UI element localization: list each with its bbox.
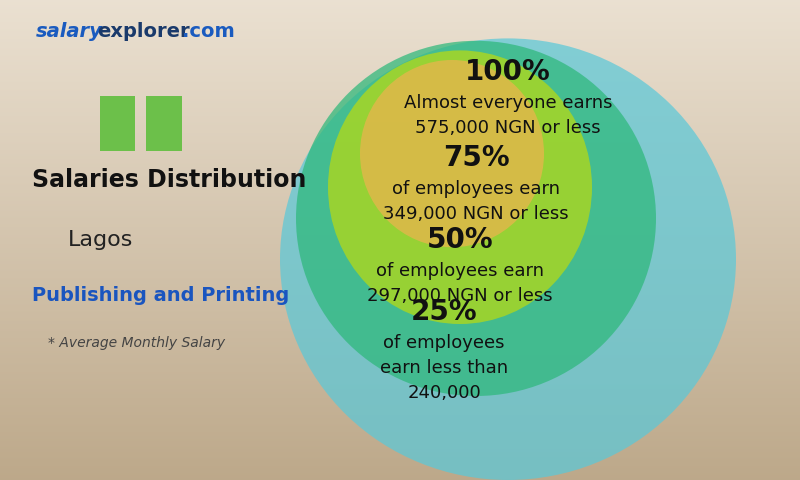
Text: 75%: 75% <box>442 144 510 172</box>
Text: Almost everyone earns: Almost everyone earns <box>404 94 612 111</box>
Text: of employees earn: of employees earn <box>392 180 560 198</box>
Ellipse shape <box>280 38 736 480</box>
Text: 50%: 50% <box>426 226 494 253</box>
Text: of employees: of employees <box>383 334 505 351</box>
Ellipse shape <box>360 60 544 247</box>
Text: of employees earn: of employees earn <box>376 262 544 279</box>
Text: 297,000 NGN or less: 297,000 NGN or less <box>367 287 553 305</box>
Text: 25%: 25% <box>410 298 478 325</box>
Text: earn less than: earn less than <box>380 359 508 376</box>
Ellipse shape <box>296 41 656 396</box>
Text: Publishing and Printing: Publishing and Printing <box>32 286 290 305</box>
Text: .com: .com <box>182 22 235 41</box>
FancyBboxPatch shape <box>146 96 182 151</box>
Ellipse shape <box>328 50 592 324</box>
Text: Lagos: Lagos <box>68 230 134 250</box>
Text: salary: salary <box>36 22 103 41</box>
FancyBboxPatch shape <box>100 96 135 151</box>
Text: Salaries Distribution: Salaries Distribution <box>32 168 306 192</box>
Text: 575,000 NGN or less: 575,000 NGN or less <box>415 119 601 136</box>
Text: explorer: explorer <box>98 22 190 41</box>
Text: 100%: 100% <box>465 58 551 85</box>
Text: 349,000 NGN or less: 349,000 NGN or less <box>383 205 569 223</box>
Text: * Average Monthly Salary: * Average Monthly Salary <box>48 336 225 350</box>
Text: 240,000: 240,000 <box>407 384 481 401</box>
